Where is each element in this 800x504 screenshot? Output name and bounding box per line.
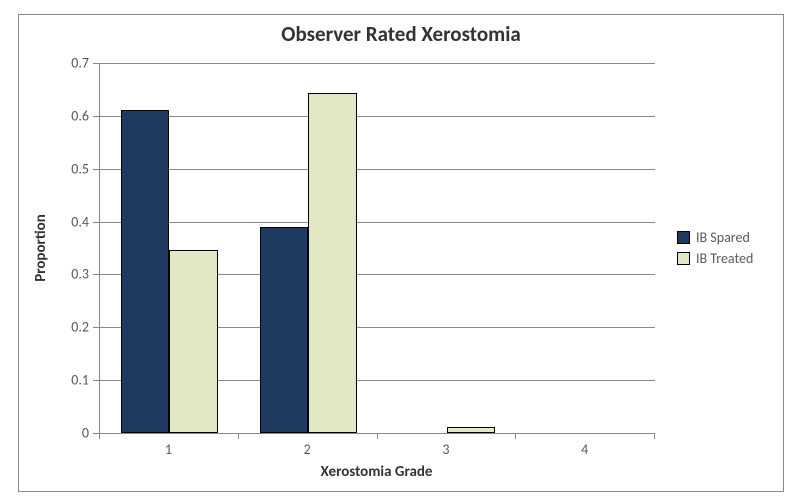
bar bbox=[121, 110, 170, 433]
x-tick-mark bbox=[238, 433, 239, 439]
x-tick-mark bbox=[654, 433, 655, 439]
plot-area bbox=[99, 63, 655, 434]
x-axis-title: Xerostomia Grade bbox=[321, 463, 433, 481]
y-tick-mark bbox=[93, 274, 99, 275]
y-tick-label: 0.6 bbox=[19, 107, 89, 124]
y-tick-label: 0.5 bbox=[19, 160, 89, 177]
x-tick-label: 4 bbox=[581, 441, 588, 458]
y-tick-label: 0.7 bbox=[19, 55, 89, 72]
bar bbox=[308, 93, 357, 433]
bar bbox=[260, 227, 309, 433]
chart-frame: Observer Rated Xerostomia Proportion Xer… bbox=[18, 14, 784, 492]
grid-line bbox=[100, 63, 655, 64]
legend-label: IB Spared bbox=[696, 229, 750, 246]
y-tick-label: 0.1 bbox=[19, 372, 89, 389]
legend-swatch bbox=[677, 231, 690, 244]
legend-item: IB Spared bbox=[677, 229, 753, 246]
x-tick-mark bbox=[99, 433, 100, 439]
legend-swatch bbox=[677, 252, 690, 265]
x-tick-mark bbox=[377, 433, 378, 439]
legend: IB Spared IB Treated bbox=[677, 225, 753, 271]
y-tick-mark bbox=[93, 380, 99, 381]
grid-line bbox=[100, 169, 655, 170]
y-tick-mark bbox=[93, 116, 99, 117]
legend-label: IB Treated bbox=[696, 250, 753, 267]
x-tick-label: 3 bbox=[442, 441, 449, 458]
y-tick-mark bbox=[93, 63, 99, 64]
legend-item: IB Treated bbox=[677, 250, 753, 267]
y-tick-label: 0.3 bbox=[19, 266, 89, 283]
y-tick-mark bbox=[93, 327, 99, 328]
chart-title: Observer Rated Xerostomia bbox=[19, 21, 783, 47]
grid-line bbox=[100, 222, 655, 223]
y-tick-mark bbox=[93, 222, 99, 223]
x-tick-label: 1 bbox=[165, 441, 172, 458]
bar bbox=[447, 427, 496, 433]
y-tick-mark bbox=[93, 169, 99, 170]
x-tick-label: 2 bbox=[304, 441, 311, 458]
y-tick-label: 0.4 bbox=[19, 213, 89, 230]
y-tick-label: 0 bbox=[19, 425, 89, 442]
x-tick-mark bbox=[515, 433, 516, 439]
bar bbox=[169, 250, 218, 433]
grid-line bbox=[100, 116, 655, 117]
y-tick-label: 0.2 bbox=[19, 319, 89, 336]
